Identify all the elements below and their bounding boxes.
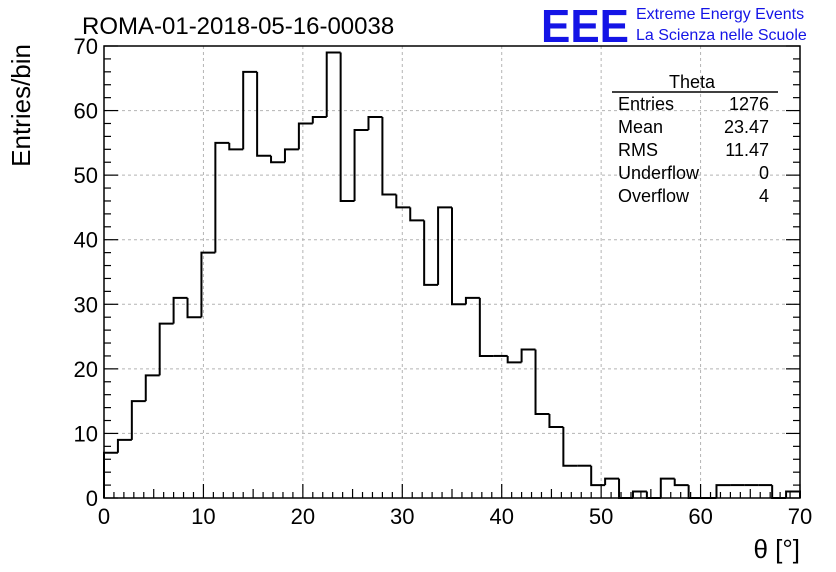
x-tick-label: 10 [191, 504, 215, 529]
y-tick-label: 20 [74, 357, 98, 382]
histogram-bin [228, 142, 244, 151]
histogram-bin [506, 355, 522, 364]
histogram-bin [311, 116, 327, 124]
org-subtitle: La Scienza nelle Scuole [636, 27, 807, 44]
histogram-bin [186, 297, 202, 319]
stats-value: 4 [759, 186, 769, 206]
histogram-bin [659, 477, 675, 498]
histogram-bin [395, 194, 411, 209]
histogram-bin [283, 148, 299, 163]
stats-label: Underflow [618, 163, 700, 183]
histogram-bin [325, 51, 341, 118]
y-tick-label: 30 [74, 292, 98, 317]
histogram-bin [604, 477, 620, 486]
stats-label: Overflow [618, 186, 690, 206]
histogram-bin [785, 490, 801, 498]
x-axis-title: θ [°] [753, 534, 800, 564]
histogram-bin [548, 414, 564, 428]
stats-label: Mean [618, 117, 663, 137]
histogram-bin [116, 438, 132, 453]
y-tick-label: 70 [74, 34, 98, 59]
histogram-bin [353, 128, 369, 201]
x-tick-label: 50 [589, 504, 613, 529]
histogram-bin [590, 465, 606, 487]
histogram-bin [381, 117, 397, 196]
stats-value: 0 [759, 163, 769, 183]
histogram-bars [103, 51, 801, 499]
histogram-bin [645, 491, 661, 499]
histogram-bin [464, 296, 480, 305]
x-tick-label: 40 [489, 504, 513, 529]
y-tick-label: 60 [74, 99, 98, 124]
stats-value: 23.47 [724, 117, 769, 137]
org-name: Extreme Energy Events [636, 6, 804, 23]
x-tick-label: 30 [390, 504, 414, 529]
histogram-bin [339, 52, 355, 202]
histogram-bin [715, 484, 731, 498]
stats-value: 1276 [729, 94, 769, 114]
histogram-bin [270, 155, 285, 164]
stats-value: 11.47 [725, 140, 769, 160]
x-tick-label: 70 [788, 504, 812, 529]
histogram-bin [562, 426, 578, 467]
eee-logo: EEE [541, 0, 629, 52]
axis-ticks [103, 45, 801, 499]
x-tick-label: 0 [98, 504, 110, 529]
stats-label: RMS [618, 140, 658, 160]
histogram-bin [214, 141, 230, 253]
histogram-bin [520, 348, 536, 363]
histogram-bin [478, 297, 494, 357]
stats-box: Theta Entries 1276 Mean 23.47 RMS 11.47 Underf… [612, 72, 778, 206]
x-tick-label: 20 [291, 504, 315, 529]
histogram-bin [534, 349, 550, 416]
histogram-bin [158, 322, 174, 376]
histogram-bin [200, 251, 216, 318]
histogram-bin [423, 220, 439, 286]
histogram-bin [631, 490, 647, 498]
histogram-bin [451, 207, 466, 306]
histogram-bin [367, 116, 383, 130]
histogram-bin [172, 296, 188, 324]
histogram-bin [144, 374, 160, 402]
y-axis-title: Entries/bin [6, 44, 36, 167]
histogram-bin [437, 206, 452, 285]
y-tick-label: 50 [74, 163, 98, 188]
y-tick-label: 40 [74, 228, 98, 253]
x-tick-label: 60 [688, 504, 712, 529]
histogram-bin [256, 71, 272, 157]
stats-label: Entries [618, 94, 674, 114]
histogram-bin [242, 70, 258, 150]
histogram-bin [409, 207, 425, 222]
y-tick-label: 10 [74, 421, 98, 446]
histogram-bin [771, 485, 787, 499]
stats-title: Theta [669, 72, 716, 92]
histogram-bin [673, 478, 689, 487]
y-tick-label: 0 [86, 486, 98, 511]
histogram-bin [130, 400, 146, 440]
histogram-bin [297, 122, 313, 150]
run-title: ROMA-01-2018-05-16-00038 [82, 13, 394, 40]
stats-rows: Entries 1276 Mean 23.47 RMS 11.47 Underflow 0 Ov… [618, 94, 769, 206]
